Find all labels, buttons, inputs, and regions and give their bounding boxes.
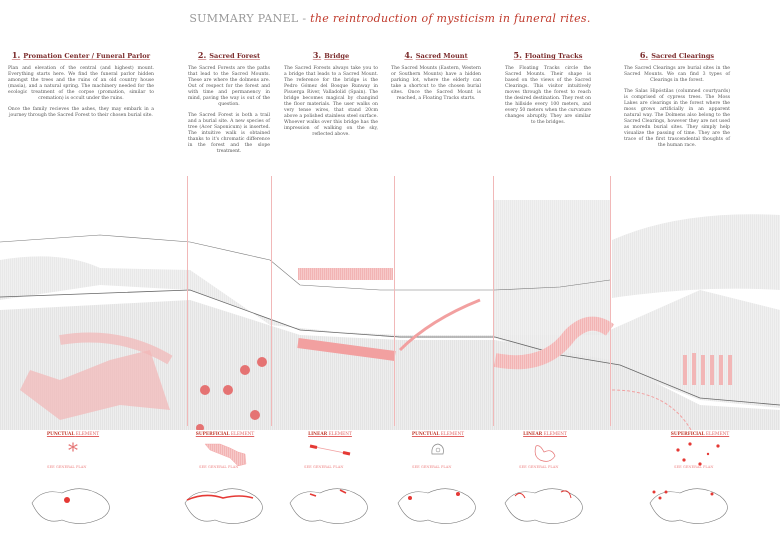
column-title: Sacred Forest <box>209 52 261 60</box>
mount-icon <box>431 443 444 455</box>
sacred-forest-trees <box>196 357 267 430</box>
column-sacred-forest: 2. Sacred Forest The Sacred Forests are t… <box>188 50 270 160</box>
column-floating-tracks: 5. Floating Tracks The Floating Tracks ci… <box>505 50 591 131</box>
column-text: Once the family recieves the ashes, they… <box>8 107 154 118</box>
clearing-dots-icon <box>676 442 720 466</box>
column-title: Promation Center / Funeral Parlor <box>23 52 151 60</box>
site-plan-elevation-drawing <box>0 200 780 430</box>
column-text: The Sacred Forest is both a trail and a … <box>188 113 270 154</box>
see-general-plan: SEE GENERAL PLAN <box>519 465 559 469</box>
column-number: 2. <box>197 50 207 60</box>
element-legend-linear-track: LINEAR ELEMENT SEE GENERAL PLAN <box>505 432 585 469</box>
element-suffix: ELEMENT <box>440 432 465 437</box>
forest-area-icon <box>204 443 247 466</box>
mini-site-map <box>289 488 368 524</box>
column-text: The Sacred Mounts (Eastern, Western or S… <box>391 66 481 101</box>
mini-site-map <box>504 488 583 524</box>
column-title: Floating Tracks <box>524 52 583 60</box>
element-type: SUPERFICIAL <box>195 432 230 437</box>
column-sacred-mount: 4. Sacred Mount The Sacred Mounts (Easter… <box>391 50 481 107</box>
title-main: SUMMARY PANEL - <box>189 12 311 25</box>
see-general-plan: SEE GENERAL PLAN <box>304 465 344 469</box>
column-heading: 1. Promation Center / Funeral Parlor <box>8 50 154 60</box>
column-heading: 3. Bridge <box>284 50 378 60</box>
column-divider <box>187 176 188 426</box>
asterisk-icon: * <box>68 440 78 460</box>
element-legend-punctual: PUNCTUAL ELEMENT * SEE GENERAL PLAN <box>33 432 113 469</box>
column-sacred-clearings: 6. Sacred Clearings The Sacred Clearings … <box>624 50 730 154</box>
floating-track <box>493 316 615 370</box>
see-general-plan: SEE GENERAL PLAN <box>47 465 87 469</box>
column-text: The Sacred Clearings are burial sites in… <box>624 66 730 83</box>
column-number: 6. <box>639 50 649 60</box>
column-text: The Floating Tracks circle the Sacred Mo… <box>505 66 591 125</box>
column-title: Sacred Mount <box>415 52 468 60</box>
column-heading: 4. Sacred Mount <box>391 50 481 60</box>
see-general-plan: SEE GENERAL PLAN <box>412 465 452 469</box>
element-suffix: ELEMENT <box>543 432 567 437</box>
column-text: The Sacred Forests always take you to a … <box>284 66 378 137</box>
column-number: 5. <box>513 50 522 60</box>
bridge-crossing <box>297 338 396 361</box>
svg-text:*: * <box>68 440 78 460</box>
column-divider <box>493 176 494 426</box>
element-suffix: ELEMENT <box>230 432 255 437</box>
title-subtitle: the reintroduction of mysticism in funer… <box>310 12 591 25</box>
promation-center-area <box>20 350 170 420</box>
element-legend-punctual-mount: PUNCTUAL ELEMENT SEE GENERAL PLAN <box>398 432 478 469</box>
element-type: PUNCTUAL <box>46 432 75 437</box>
column-text: Plan and elevation of the central (and h… <box>8 66 154 101</box>
column-bridge: 3. Bridge The Sacred Forests always take … <box>284 50 378 143</box>
column-number: 4. <box>404 50 413 60</box>
bridge <box>298 268 393 280</box>
column-number: 1. <box>11 50 21 60</box>
element-type: SUPERFICIAL <box>670 432 705 437</box>
terrain-plan <box>0 300 780 430</box>
cypress-row <box>683 353 732 385</box>
element-label: SUPERFICIAL ELEMENT <box>660 432 740 437</box>
element-label: LINEAR ELEMENT <box>505 432 585 437</box>
element-type: LINEAR <box>523 432 543 437</box>
mini-site-map <box>649 488 728 524</box>
see-general-plan: SEE GENERAL PLAN <box>199 465 239 469</box>
see-general-plan: SEE GENERAL PLAN <box>674 465 714 469</box>
column-title: Sacred Clearings <box>651 52 715 60</box>
element-type: PUNCTUAL <box>411 432 440 437</box>
terrain-elevation <box>0 256 780 408</box>
element-legend-linear: LINEAR ELEMENT SEE GENERAL PLAN <box>290 432 370 469</box>
bridge-line-icon <box>309 444 351 456</box>
column-title: Bridge <box>324 52 350 60</box>
column-text: The Salas Hipóstilas (columned courtyard… <box>624 89 730 148</box>
element-suffix: ELEMENT <box>75 432 100 437</box>
element-suffix: ELEMENT <box>705 432 730 437</box>
element-legend-superficial-clearings: SUPERFICIAL ELEMENT SEE GENERAL PLAN <box>660 432 740 469</box>
column-text: The Sacred Forests are the paths that le… <box>188 66 270 107</box>
track-loop-icon <box>534 445 556 462</box>
mini-site-map <box>31 488 110 524</box>
column-heading: 6. Sacred Clearings <box>624 50 730 60</box>
element-label: PUNCTUAL ELEMENT <box>398 432 478 437</box>
element-label: LINEAR ELEMENT <box>290 432 370 437</box>
column-promation-center: 1. Promation Center / Funeral Parlor Plan… <box>8 50 154 124</box>
column-heading: 2. Sacred Forest <box>188 50 270 60</box>
mini-site-map <box>184 488 263 524</box>
element-suffix: ELEMENT <box>328 432 352 437</box>
page-title: SUMMARY PANEL - the reintroduction of my… <box>0 12 780 25</box>
element-type: LINEAR <box>308 432 328 437</box>
element-label: PUNCTUAL ELEMENT <box>33 432 113 437</box>
column-number: 3. <box>312 50 322 60</box>
column-heading: 5. Floating Tracks <box>505 50 591 60</box>
element-label: SUPERFICIAL ELEMENT <box>185 432 265 437</box>
mini-site-map <box>397 488 476 524</box>
column-divider <box>394 176 395 426</box>
column-divider <box>610 176 611 426</box>
element-legend-superficial: SUPERFICIAL ELEMENT SEE GENERAL PLAN <box>185 432 265 469</box>
column-divider <box>271 176 272 426</box>
